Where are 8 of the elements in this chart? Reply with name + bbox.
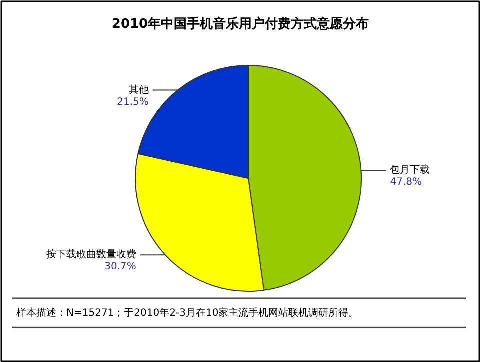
slice-label: 按下载歌曲数量收费 bbox=[46, 248, 136, 261]
text: 样本描述：N=15271；于2010年2-3月在10家主流手机网站联机调研所得。 bbox=[16, 307, 359, 319]
chart-title: 2010年中国手机音乐用户付费方式意愿分布 bbox=[112, 16, 370, 32]
data-label: 21.5% bbox=[117, 96, 149, 108]
data-label: 30.7% bbox=[104, 262, 136, 273]
data-label: 47.8% bbox=[390, 177, 422, 188]
slice-label: 包月下载 bbox=[390, 164, 430, 176]
slice-label: 其他 bbox=[128, 84, 149, 96]
